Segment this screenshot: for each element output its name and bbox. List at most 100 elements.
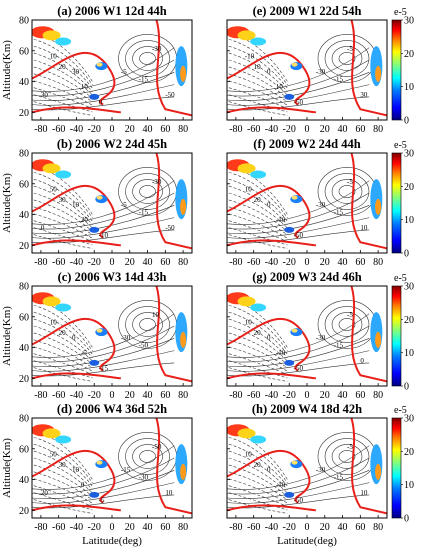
contour-label: -15 xyxy=(334,209,344,217)
zero-contour xyxy=(32,504,122,512)
contour-label: 10 xyxy=(245,450,253,458)
x-tick-label: 20 xyxy=(320,257,330,268)
zero-contour xyxy=(227,52,311,106)
negative-contour xyxy=(228,478,288,504)
heat-blob xyxy=(180,463,187,480)
negative-contour xyxy=(228,52,288,92)
negative-contour xyxy=(228,206,288,236)
x-tick-label: 80 xyxy=(373,522,383,533)
negative-contour xyxy=(33,304,93,352)
contour-label: 0 xyxy=(267,201,271,209)
negative-contour xyxy=(33,360,93,379)
panel-title: (d) 2006 W4 36d 52h xyxy=(57,402,167,416)
x-tick-label: 0 xyxy=(110,522,115,533)
contour-label: -5 xyxy=(81,349,87,357)
x-tick-label: 0 xyxy=(110,257,115,268)
x-tick-label: 40 xyxy=(143,390,153,401)
contour-label: -5 xyxy=(121,68,127,76)
x-tick-label: -80 xyxy=(34,522,47,533)
contour-label: 10 xyxy=(360,489,368,497)
y-tick-label: 40 xyxy=(19,475,29,486)
contour-label: -15 xyxy=(121,466,131,474)
y-tick-label: 20 xyxy=(19,506,29,517)
negative-contour xyxy=(33,220,93,242)
panel-title: (c) 2006 W3 14d 43h xyxy=(58,270,167,284)
zero-contour xyxy=(350,418,387,515)
negative-contour xyxy=(228,178,288,222)
y-tick-label: 60 xyxy=(19,444,29,455)
contour-label: -30 xyxy=(139,474,149,482)
x-tick-label: -40 xyxy=(265,257,278,268)
zero-contour xyxy=(155,153,192,250)
x-tick-label: -60 xyxy=(52,124,65,135)
colorbar-gradient xyxy=(391,152,402,254)
contour-label: 30 xyxy=(360,91,368,99)
colorbar: e-530 20 10 0 xyxy=(391,7,414,127)
contour-label: 10 xyxy=(360,224,368,232)
x-tick-label: 20 xyxy=(320,124,330,135)
zero-contour xyxy=(227,504,317,512)
negative-contour xyxy=(33,199,93,232)
negative-contour xyxy=(228,450,288,490)
negative-contour xyxy=(33,87,93,109)
negative-contour xyxy=(33,234,93,249)
negative-contour xyxy=(33,346,93,372)
negative-contour xyxy=(228,38,288,86)
negative-contour xyxy=(33,178,93,222)
contour-label: 0 xyxy=(267,466,271,474)
colorbar-tick-label: 20 xyxy=(404,447,414,458)
positive-contour xyxy=(338,450,356,463)
positive-contour xyxy=(324,438,370,475)
contour-label: -50 xyxy=(139,342,149,350)
positive-contour xyxy=(125,306,170,343)
negative-contour xyxy=(33,443,93,487)
positive-contour xyxy=(32,338,175,367)
x-tick-label: -60 xyxy=(52,257,65,268)
positive-contour xyxy=(32,457,175,495)
negative-contour xyxy=(228,185,288,225)
x-tick-label: -20 xyxy=(88,124,101,135)
negative-contour xyxy=(33,450,93,490)
positive-contour xyxy=(32,205,175,234)
negative-contour xyxy=(228,353,288,375)
x-tick-label: -80 xyxy=(229,522,242,533)
contour-label: -30 xyxy=(316,334,326,342)
heat-blob xyxy=(42,163,61,174)
negative-contour xyxy=(228,332,288,365)
heat-blob xyxy=(237,163,256,174)
contour-label: -5 xyxy=(347,178,353,186)
zero-contour xyxy=(227,239,317,247)
x-tick-label: 80 xyxy=(178,124,188,135)
x-tick-label: -20 xyxy=(88,257,101,268)
colorbar-tick-label: 10 xyxy=(404,215,414,226)
x-tick-label: 0 xyxy=(110,390,115,401)
y-axis-label: Altitude(Km) xyxy=(1,40,13,100)
zero-contour xyxy=(32,450,116,504)
positive-contour xyxy=(331,179,363,204)
heat-blob xyxy=(375,198,382,215)
zero-contour xyxy=(155,286,192,383)
positive-contour xyxy=(227,457,370,495)
positive-contour xyxy=(132,179,163,204)
heat-blob xyxy=(291,460,298,465)
colorbar-tick-label: 0 xyxy=(404,514,409,525)
colorbar-gradient xyxy=(391,285,402,387)
positive-contour xyxy=(317,300,377,349)
y-tick-label: 20 xyxy=(19,108,29,119)
x-tick-label: 0 xyxy=(305,390,310,401)
positive-contour xyxy=(32,84,175,106)
y-tick-label: 40 xyxy=(19,77,29,88)
colorbar-tick-label: 10 xyxy=(404,348,414,359)
x-tick-label: 20 xyxy=(320,390,330,401)
positive-contour xyxy=(139,52,156,65)
contour-label: -10 xyxy=(99,232,109,240)
contour-label: 30 xyxy=(59,461,67,469)
negative-contour xyxy=(33,499,93,514)
colorbar-tick-label: 30 xyxy=(404,149,414,160)
heat-blob xyxy=(55,37,72,46)
positive-contour xyxy=(227,205,370,234)
colorbar-unit-label: e-5 xyxy=(394,7,407,18)
